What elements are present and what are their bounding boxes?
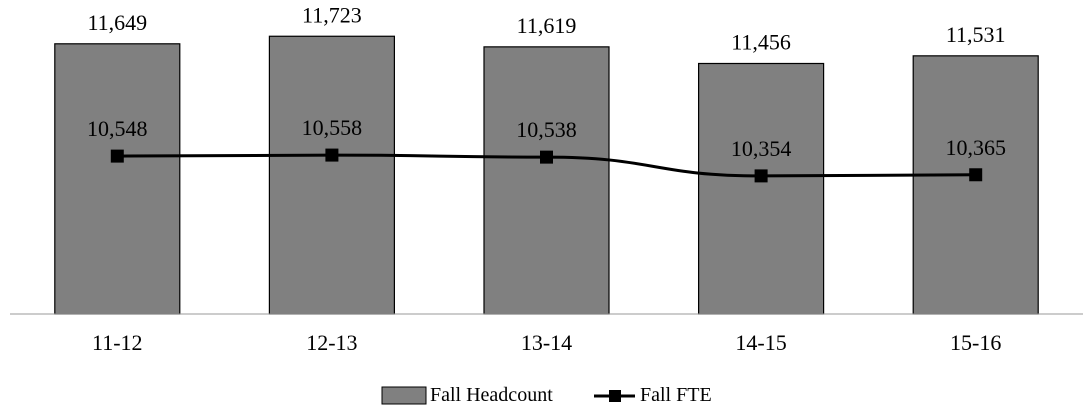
- legend: Fall Headcount Fall FTE: [381, 384, 712, 406]
- bar-15-16: [912, 55, 1039, 315]
- bar-value-label: 11,456: [731, 29, 791, 54]
- fte-point: [969, 168, 983, 182]
- x-tick-label: 12-13: [306, 330, 357, 355]
- line-layer: [110, 148, 983, 183]
- x-tick-label: 14-15: [735, 330, 786, 355]
- bar-value-label: 11,619: [517, 13, 577, 38]
- bar-value-label: 11,531: [946, 22, 1006, 47]
- bars-layer: [54, 35, 1039, 315]
- x-tick-labels: 11-12 12-13 13-14 14-15 15-16: [92, 330, 1001, 355]
- data-labels-layer: 11,649 10,548 11,723 10,558 11,619 10,538 11,4…: [87, 2, 1006, 161]
- line-value-label: 10,548: [87, 116, 148, 141]
- fte-point: [325, 148, 339, 162]
- bar-value-label: 11,723: [302, 2, 362, 27]
- bar-12-13: [268, 35, 395, 315]
- legend-swatch-headcount: [381, 386, 427, 405]
- x-tick-label: 11-12: [92, 330, 143, 355]
- fte-point: [110, 149, 124, 163]
- x-tick-label: 15-16: [950, 330, 1001, 355]
- bar-11-12: [54, 43, 181, 315]
- line-value-label: 10,538: [516, 117, 577, 142]
- fte-point: [754, 169, 768, 183]
- bar-14-15: [697, 62, 825, 315]
- legend-marker-fte: [609, 390, 621, 402]
- legend-label-headcount: Fall Headcount: [430, 384, 553, 406]
- line-value-label: 10,365: [945, 135, 1006, 160]
- bar-value-label: 11,649: [87, 10, 147, 35]
- fte-point: [540, 150, 553, 164]
- bar-13-14: [483, 46, 610, 315]
- line-value-label: 10,558: [302, 115, 363, 140]
- x-tick-label: 13-14: [521, 330, 572, 355]
- line-value-label: 10,354: [731, 136, 792, 161]
- legend-label-fte: Fall FTE: [640, 384, 712, 406]
